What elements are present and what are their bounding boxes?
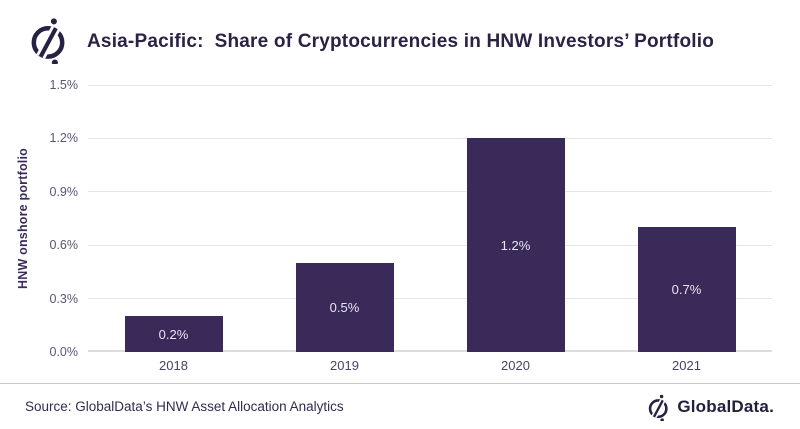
gridline-1.5% (88, 84, 772, 86)
globaldata-logo-icon (25, 17, 72, 64)
y-tick-label-1.5%: 1.5% (49, 78, 79, 92)
bar-value-label-2018: 0.2% (158, 326, 189, 342)
x-tick-label-2018: 2018 (159, 358, 188, 373)
footer-brand: GlobalData. (645, 392, 774, 422)
bar-slot-2018: 0.2% (88, 85, 259, 352)
bar-value-label-2020: 1.2% (500, 237, 531, 253)
bar-slot-2020: 1.2% (430, 85, 601, 352)
plot-area: 0.2% 0.5% 1.2% 0.7% (88, 84, 772, 352)
x-axis: 2018 2019 2020 2021 (88, 358, 772, 378)
bar-value-label-2021: 0.7% (671, 282, 702, 298)
y-axis: 0.0% 0.3% 0.6% 0.9% 1.2% 1.5% (0, 78, 79, 359)
bar-slot-2021: 0.7% (601, 85, 772, 352)
page-title: Asia-Pacific: Share of Cryptocurrencies … (87, 31, 715, 52)
y-tick-label-0.0%: 0.0% (49, 345, 79, 359)
x-tick-label-2019: 2019 (330, 358, 359, 373)
bar-2018: 0.2% (124, 316, 223, 352)
gridline-1.2% (88, 137, 772, 139)
bar-slot-2019: 0.5% (259, 85, 430, 352)
gridline-0.3% (88, 298, 772, 300)
x-tick-label-2021: 2021 (672, 358, 701, 373)
y-tick-label-0.6%: 0.6% (49, 238, 79, 253)
y-tick-label-0.3%: 0.3% (49, 291, 79, 306)
bar-2019: 0.5% (295, 263, 394, 352)
x-tick-label-2020: 2020 (501, 358, 530, 373)
gridline-0.6% (88, 244, 772, 246)
bar-value-label-2019: 0.5% (329, 300, 360, 315)
y-tick-label-1.2%: 1.2% (49, 131, 79, 146)
bars-row: 0.2% 0.5% 1.2% 0.7% (88, 85, 772, 352)
source-note: Source: GlobalData’s HNW Asset Allocatio… (25, 399, 344, 414)
bar-2021: 0.7% (637, 227, 736, 352)
globaldata-logo-icon (645, 394, 672, 421)
bar-2020: 1.2% (466, 138, 565, 352)
footer-divider (0, 383, 800, 384)
gridline-0.9% (88, 191, 772, 193)
gridline-0.0% (88, 350, 772, 352)
y-tick-label-0.9%: 0.9% (49, 184, 79, 199)
brand-wordmark: GlobalData. (677, 397, 774, 416)
